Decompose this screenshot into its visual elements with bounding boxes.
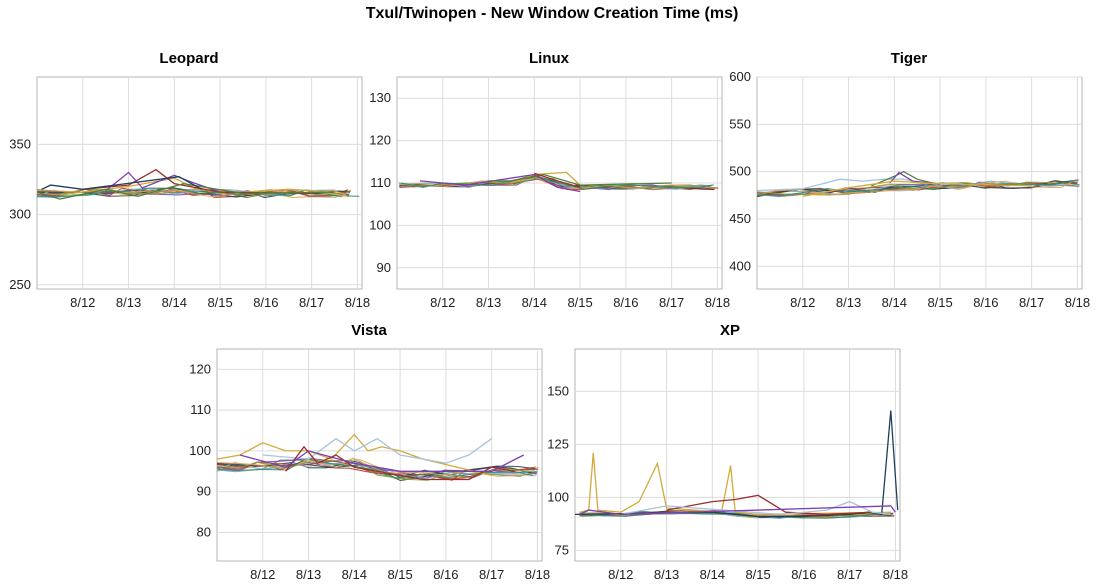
tiger-panel: Tiger 8/12 8/13 8/14 8/15 8/16 8/17 8/18 400 450 5… [729,50,1090,310]
leopard-x-tick-label: 8/17 [299,295,324,310]
vista-y-tick-label: 100 [189,443,211,458]
vista-series-group [217,433,539,482]
linux-y-tick-label: 90 [377,260,391,275]
vista-x-tick-label: 8/16 [433,567,458,582]
tiger-series-line [757,180,1076,197]
linux-series-group [398,171,719,193]
xp-series-spike-line [666,494,873,516]
leopard-y-tick-label: 300 [9,207,31,222]
leopard-x-tick-label: 8/14 [162,295,187,310]
linux-x-tick-label: 8/12 [430,295,455,310]
leopard-x-tick-label: 8/16 [253,295,278,310]
tiger-x-tick-label: 8/15 [927,295,952,310]
vista-x-tick-label: 8/17 [479,567,504,582]
linux-series-spike-line [488,173,672,186]
tiger-x-tick-label: 8/17 [1019,295,1044,310]
linux-x-tick-label: 8/18 [705,295,730,310]
tiger-x-tick-label: 8/14 [882,295,907,310]
tiger-y-tick-label: 450 [729,211,751,226]
vista-x-tick-label: 8/12 [250,567,275,582]
xp-title: XP [720,322,740,339]
xp-panel: XP 8/12 8/13 8/14 8/15 8/16 8/17 8/18 75 100 125 15… [547,322,908,582]
vista-series-spike-line [239,450,524,472]
leopard-plot-area [36,76,363,290]
linux-x-tick-label: 8/15 [567,295,592,310]
vista-panel: Vista 8/12 8/13 8/14 8/15 8/16 8/17 8/18 80 90 100… [189,322,550,582]
leopard-y-tick-label: 250 [9,277,31,292]
tiger-series-spike-line [871,170,941,187]
vista-plot-area [216,348,543,562]
leopard-panel: Leopard 8/12 8/13 8/14 8/15 8/16 8/17 8/18 250 30… [9,50,370,310]
leopard-series-spike-line [41,176,203,190]
leopard-x-tick-label: 8/13 [116,295,141,310]
vista-y-tick-label: 80 [197,524,211,539]
linux-y-tick-label: 110 [370,175,391,190]
leopard-series-line [37,187,348,199]
vista-y-tick-label: 90 [197,484,211,499]
vista-x-tick-label: 8/15 [387,567,412,582]
vista-x-tick-label: 8/13 [296,567,321,582]
vista-y-tick-label: 110 [190,402,211,417]
linux-y-tick-label: 120 [369,133,391,148]
xp-series-spike-line [579,505,896,516]
linux-x-tick-label: 8/13 [476,295,501,310]
tiger-x-tick-label: 8/12 [790,295,815,310]
linux-x-tick-label: 8/16 [613,295,638,310]
linux-x-tick-label: 8/17 [659,295,684,310]
linux-x-tick-label: 8/14 [522,295,547,310]
tiger-x-tick-label: 8/13 [836,295,861,310]
tiger-y-tick-label: 500 [729,164,751,179]
vista-series-line [217,459,535,481]
vista-title: Vista [351,322,387,339]
xp-x-tick-label: 8/12 [608,567,633,582]
xp-y-tick-label: 75 [555,542,569,557]
leopard-series-spike-line [37,183,335,200]
vista-y-tick-label: 120 [189,361,211,376]
linux-title: Linux [529,50,570,67]
leopard-title: Leopard [159,50,218,67]
leopard-x-tick-label: 8/12 [70,295,95,310]
vista-series-spike-line [217,433,492,477]
xp-series-spike-line [579,452,891,516]
leopard-series-spike-line [105,171,221,193]
xp-y-tick-label: 100 [547,489,569,504]
leopard-x-tick-label: 8/15 [207,295,232,310]
main-title: Txul/Twinopen - New Window Creation Time… [365,5,739,22]
xp-x-tick-label: 8/16 [791,567,816,582]
xp-x-tick-label: 8/15 [745,567,770,582]
tiger-x-tick-label: 8/18 [1065,295,1090,310]
tiger-series-group [757,170,1080,198]
leopard-series-spike-line [59,177,349,197]
tiger-series-spike-line [802,180,1032,197]
xp-series-spike-line [575,410,899,518]
xp-x-tick-label: 8/13 [654,567,679,582]
leopard-series-line [37,187,360,198]
linux-series-spike-line [419,173,581,193]
xp-y-tick-label: 150 [547,383,569,398]
xp-series-group [575,410,899,519]
xp-y-tick-label: 125 [547,436,569,451]
vista-x-tick-label: 8/14 [342,567,367,582]
leopard-x-tick-label: 8/18 [345,295,370,310]
linux-y-tick-label: 130 [369,90,391,105]
tiger-y-tick-label: 400 [729,258,751,273]
vista-series-spike-line [262,437,492,464]
xp-x-tick-label: 8/18 [883,567,908,582]
vista-x-tick-label: 8/18 [525,567,550,582]
linux-y-tick-label: 100 [369,217,391,232]
xp-x-tick-label: 8/14 [700,567,725,582]
xp-series-spike-line [620,500,891,516]
xp-x-tick-label: 8/17 [837,567,862,582]
xp-series-line [581,512,890,519]
tiger-title: Tiger [891,50,928,67]
linux-series-spike-line [534,172,581,188]
xp-plot-area [574,348,901,562]
leopard-series-group [37,168,360,200]
tiger-x-tick-label: 8/16 [973,295,998,310]
leopard-y-tick-label: 350 [9,136,31,151]
tiger-y-tick-label: 550 [729,116,751,131]
linux-panel: Linux 8/12 8/13 8/14 8/15 8/16 8/17 8/18 90 100 11… [369,50,730,310]
tiger-y-tick-label: 600 [729,69,751,84]
